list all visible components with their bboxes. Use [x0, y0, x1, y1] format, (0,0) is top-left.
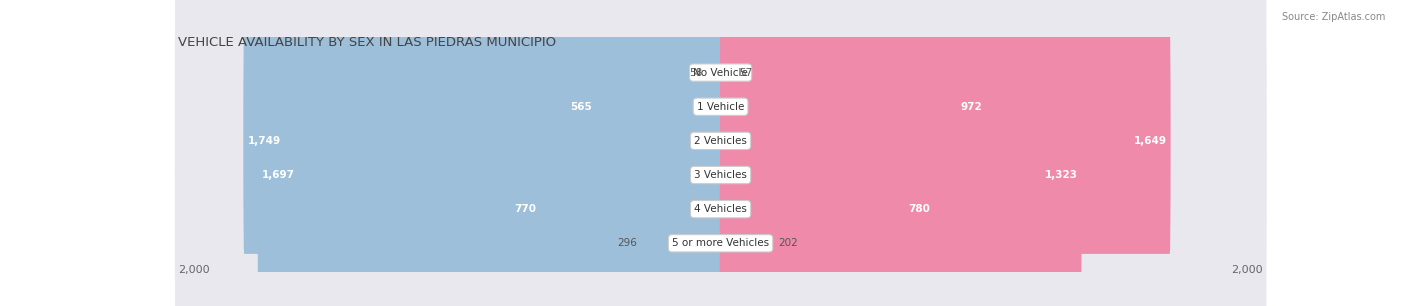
Text: VEHICLE AVAILABILITY BY SEX IN LAS PIEDRAS MUNICIPIO: VEHICLE AVAILABILITY BY SEX IN LAS PIEDR…	[179, 36, 557, 49]
Text: 565: 565	[569, 102, 592, 112]
FancyBboxPatch shape	[257, 62, 721, 288]
FancyBboxPatch shape	[720, 96, 934, 306]
Text: No Vehicle: No Vehicle	[693, 68, 748, 78]
FancyBboxPatch shape	[720, 28, 1171, 254]
Text: 780: 780	[908, 204, 929, 214]
Text: 3 Vehicles: 3 Vehicles	[695, 170, 747, 180]
Text: 1,323: 1,323	[1045, 170, 1078, 180]
Text: 4 Vehicles: 4 Vehicles	[695, 204, 747, 214]
FancyBboxPatch shape	[174, 0, 1267, 306]
FancyBboxPatch shape	[174, 0, 1267, 306]
Text: 2 Vehicles: 2 Vehicles	[695, 136, 747, 146]
Text: 296: 296	[617, 238, 637, 248]
Text: 770: 770	[515, 204, 536, 214]
FancyBboxPatch shape	[640, 130, 721, 306]
Text: 202: 202	[779, 238, 799, 248]
FancyBboxPatch shape	[720, 0, 986, 220]
FancyBboxPatch shape	[565, 0, 721, 220]
Text: 2,000: 2,000	[1232, 265, 1263, 275]
Text: 1,649: 1,649	[1133, 136, 1167, 146]
FancyBboxPatch shape	[174, 0, 1267, 306]
FancyBboxPatch shape	[720, 62, 1081, 288]
Text: 1,697: 1,697	[262, 170, 295, 180]
FancyBboxPatch shape	[720, 130, 776, 306]
FancyBboxPatch shape	[174, 0, 1267, 306]
FancyBboxPatch shape	[174, 0, 1267, 306]
FancyBboxPatch shape	[510, 96, 721, 306]
Text: 1,749: 1,749	[247, 136, 281, 146]
Text: 5 or more Vehicles: 5 or more Vehicles	[672, 238, 769, 248]
Text: 58: 58	[689, 68, 702, 78]
Text: Source: ZipAtlas.com: Source: ZipAtlas.com	[1281, 12, 1385, 22]
FancyBboxPatch shape	[174, 0, 1267, 306]
Text: 1 Vehicle: 1 Vehicle	[697, 102, 744, 112]
Text: 972: 972	[960, 102, 983, 112]
Text: 2,000: 2,000	[179, 265, 209, 275]
Text: 57: 57	[738, 68, 752, 78]
FancyBboxPatch shape	[243, 28, 721, 254]
FancyBboxPatch shape	[720, 0, 737, 186]
FancyBboxPatch shape	[704, 0, 721, 186]
